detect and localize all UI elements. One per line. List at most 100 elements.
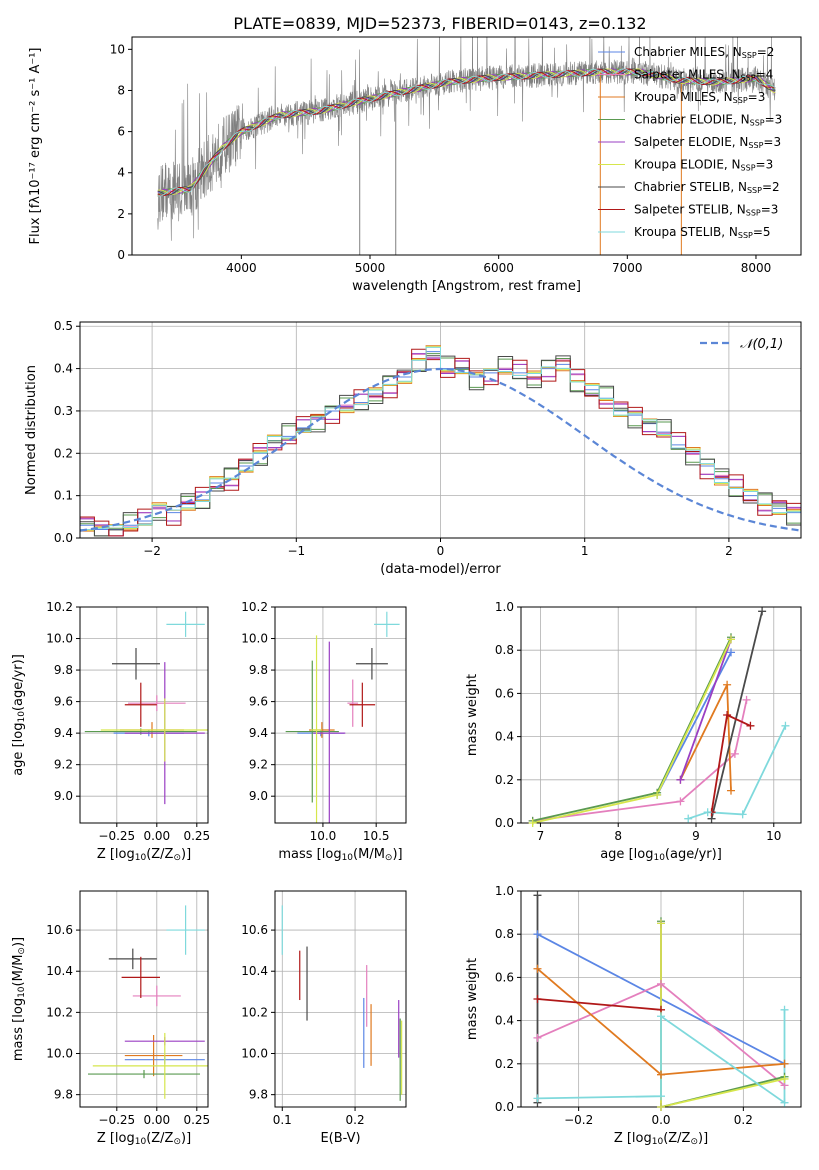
weight-line-kroupa-stelib xyxy=(687,725,787,820)
y-tick-label: 6 xyxy=(117,125,125,139)
weight-marker-kroupa-stelib xyxy=(780,1098,789,1107)
x-tick-label: 0.2 xyxy=(734,1113,753,1127)
panel-age_vs_Z: −0.25 0.00 0.25 9.0 9.2 9.4 9.6 9.8 10.0 10.2 Z [l… xyxy=(11,600,210,863)
legend-label: Kroupa STELIB, NSSP=5 xyxy=(634,225,771,240)
weight-marker-kroupa-elodie xyxy=(657,1103,665,1111)
y-tick-label: 1.0 xyxy=(495,600,514,614)
weight-marker-kroupa-miles xyxy=(727,786,735,795)
x-tick-label: 1 xyxy=(581,544,589,558)
plot-area xyxy=(281,905,403,1101)
x-axis-label: wavelength [Angstrom, rest frame] xyxy=(352,279,581,294)
x-axis-label: (data-model)/error xyxy=(380,562,501,577)
axes-frame xyxy=(274,890,407,1108)
x-tick-label: 0.25 xyxy=(183,1113,210,1127)
y-tick-label: 8 xyxy=(117,83,125,97)
axes-frame xyxy=(79,890,209,1108)
x-tick-label: 9 xyxy=(692,829,700,843)
panel-spectrum: 4000 5000 6000 7000 8000 0 2 4 6 8 10 wavelength [A… xyxy=(28,36,802,294)
y-tick-label: 10.0 xyxy=(241,632,268,646)
weight-marker-kroupa-stelib xyxy=(781,721,790,730)
weight-marker-chabrier-stelib xyxy=(533,891,542,900)
weight-marker-salpeter-stelib xyxy=(746,721,755,730)
x-tick-label: −0.2 xyxy=(564,1113,593,1127)
y-tick-label: 9.4 xyxy=(54,726,73,740)
x-tick-label: 8 xyxy=(614,829,622,843)
plot-area xyxy=(88,905,208,1099)
y-tick-label: 1.0 xyxy=(495,884,514,898)
panel-weight_vs_Z: −0.2 0.0 0.2 0.0 0.2 0.4 0.6 0.8 1.0 Z [log10(Z/Z… xyxy=(465,884,802,1147)
x-tick-label: 0.25 xyxy=(183,829,210,843)
x-tick-label: 10 xyxy=(766,829,781,843)
y-tick-label: 0.8 xyxy=(495,643,514,657)
y-tick-label: 10 xyxy=(110,42,125,56)
weight-marker-salpeter-miles xyxy=(742,695,751,704)
legend: Chabrier MILES, NSSP=2 Salpeter MILES, NS… xyxy=(598,45,782,240)
legend-label: Salpeter MILES, NSSP=4 xyxy=(634,68,773,83)
weight-marker-salpeter-elodie xyxy=(676,775,685,784)
axes-frame xyxy=(79,606,209,824)
histogram-kroupa-stelib xyxy=(80,346,801,538)
x-tick-label: 0.1 xyxy=(273,1113,292,1127)
x-axis-label: Z [log10(Z/Z⊙)] xyxy=(97,1131,191,1147)
weight-marker-kroupa-stelib xyxy=(657,1092,665,1101)
model-fit-salpeter-stelib xyxy=(157,68,776,197)
x-tick-label: 0.2 xyxy=(346,1113,365,1127)
x-axis-label: Z [log10(Z/Z⊙)] xyxy=(614,1131,708,1147)
x-tick-label: −0.25 xyxy=(98,1113,135,1127)
axes-frame xyxy=(79,321,802,539)
x-axis-label: Z [log10(Z/Z⊙)] xyxy=(97,847,191,863)
histogram-chabrier-stelib xyxy=(80,355,801,538)
model-fit-kroupa-stelib xyxy=(157,68,776,197)
y-tick-label: 10.6 xyxy=(46,923,73,937)
y-tick-label: 0.4 xyxy=(54,362,73,376)
weight-marker-salpeter-miles xyxy=(730,749,739,758)
weight-marker-salpeter-stelib xyxy=(533,995,542,1003)
x-tick-label: 6000 xyxy=(483,261,514,275)
weight-marker-kroupa-stelib xyxy=(780,1005,789,1014)
y-axis-label: mass weight xyxy=(465,674,480,756)
y-axis-label: Flux [fλ10⁻¹⁷ erg cm⁻² s⁻¹ A⁻¹] xyxy=(28,48,43,245)
y-tick-label: 0.5 xyxy=(54,319,73,333)
x-tick-label: 10.5 xyxy=(363,829,390,843)
plot-area xyxy=(532,611,787,823)
weight-marker-kroupa-miles xyxy=(657,1070,665,1079)
weight-marker-chabrier-miles xyxy=(727,648,735,657)
histogram-salpeter-stelib xyxy=(80,348,801,538)
weight-marker-chabrier-miles xyxy=(533,930,542,939)
x-axis-label: E(B-V) xyxy=(320,1131,360,1146)
panel-age_vs_mass: 10.0 10.5 9.0 9.2 9.4 9.6 9.8 10.0 10.2 mass [log… xyxy=(241,600,407,863)
weight-line-kroupa-elodie xyxy=(660,923,785,1107)
y-tick-label: 0.6 xyxy=(495,970,514,984)
axes-frame xyxy=(520,606,802,824)
weight-marker-chabrier-stelib xyxy=(758,607,767,616)
y-tick-label: 9.8 xyxy=(54,663,73,677)
x-tick-label: −0.25 xyxy=(98,829,135,843)
weight-marker-kroupa-stelib xyxy=(657,1012,665,1021)
y-tick-label: 9.0 xyxy=(54,789,73,803)
x-tick-label: −2 xyxy=(143,544,161,558)
panel-mass_vs_ebv: 0.1 0.2 9.8 10.0 10.2 10.4 10.6 E(B-V) xyxy=(241,890,407,1146)
y-tick-label: 9.6 xyxy=(54,695,73,709)
y-tick-label: 10.6 xyxy=(241,923,268,937)
legend-label: Kroupa MILES, NSSP=3 xyxy=(634,90,765,105)
weight-line-chabrier-elodie xyxy=(660,921,785,1107)
legend-label: Chabrier ELODIE, NSSP=3 xyxy=(634,113,782,128)
plot-area xyxy=(84,611,208,805)
y-axis-label: mass weight xyxy=(465,958,480,1040)
legend-label: Salpeter STELIB, NSSP=3 xyxy=(634,203,778,218)
weight-marker-salpeter-stelib xyxy=(723,711,732,719)
weight-marker-kroupa-elodie xyxy=(727,635,735,644)
x-tick-label: 0.00 xyxy=(143,1113,170,1127)
plot-area xyxy=(80,345,801,538)
model-fit-salpeter-elodie xyxy=(157,68,776,195)
weight-marker-kroupa-stelib xyxy=(533,1094,542,1103)
x-tick-label: 7000 xyxy=(612,261,643,275)
y-tick-label: 9.8 xyxy=(54,1088,73,1102)
x-tick-label: 0.0 xyxy=(651,1113,670,1127)
y-tick-label: 0.0 xyxy=(495,1100,514,1114)
y-tick-label: 0.3 xyxy=(54,404,73,418)
y-axis-label: mass [log10(M/M⊙)] xyxy=(11,937,27,1061)
x-axis-label: age [log10(age/yr)] xyxy=(600,847,722,863)
